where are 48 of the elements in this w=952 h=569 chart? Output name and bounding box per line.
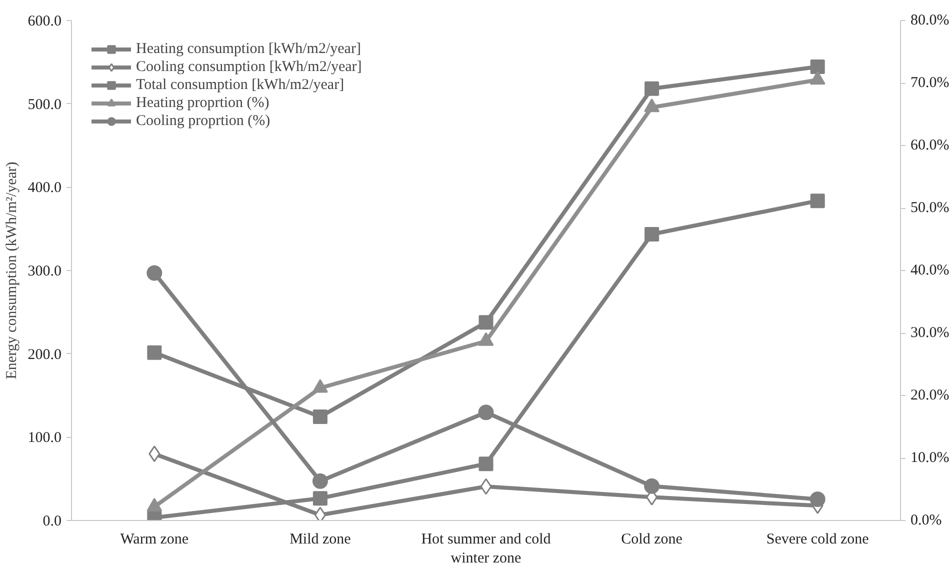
point bbox=[644, 81, 660, 96]
y2-tick-label: 30.0% bbox=[910, 325, 950, 341]
y-axis-title: Energy consumption (kWh/m²/year) bbox=[4, 162, 20, 380]
y-tick-label: 500.0 bbox=[28, 96, 62, 113]
y-tick-label: 100.0 bbox=[28, 430, 62, 446]
y-tick-label: 0.0 bbox=[42, 514, 62, 530]
point bbox=[148, 446, 160, 462]
y2-tick-label: 20.0% bbox=[910, 388, 950, 404]
x-tick-label: Warm zone bbox=[120, 532, 189, 548]
y2-tick-label: 80.0% bbox=[910, 12, 950, 28]
point bbox=[478, 315, 494, 330]
point bbox=[314, 506, 326, 520]
point bbox=[644, 478, 660, 494]
point bbox=[810, 71, 826, 85]
point bbox=[810, 60, 825, 74]
point bbox=[810, 492, 826, 507]
point bbox=[312, 379, 328, 393]
y2-tick-label: 10.0% bbox=[910, 450, 950, 466]
y-tick-label: 200.0 bbox=[28, 346, 62, 363]
y2-tick-label: 0.0% bbox=[910, 512, 942, 528]
x-tick-label: Hot summer and cold winter zone bbox=[421, 532, 552, 567]
point bbox=[147, 345, 162, 360]
point bbox=[478, 404, 494, 420]
y-tick-label: 400.0 bbox=[28, 180, 62, 196]
x-tick-label: Severe cold zone bbox=[766, 532, 870, 548]
point bbox=[480, 478, 492, 495]
x-tick-label: Mild zone bbox=[290, 532, 352, 548]
y-tick-label: 600.0 bbox=[28, 14, 62, 30]
point bbox=[478, 456, 494, 472]
point bbox=[312, 473, 328, 489]
point bbox=[644, 227, 660, 242]
y2-tick-label: 70.0% bbox=[910, 75, 950, 91]
legend-label: Heating consumption [kWh/m2/year] bbox=[136, 40, 361, 58]
point bbox=[478, 332, 494, 346]
y-tick-label: 300.0 bbox=[28, 264, 62, 280]
point bbox=[312, 410, 328, 424]
legend-label: Total consumption [kWh/m2/year] bbox=[136, 76, 344, 94]
y2-tick-label: 60.0% bbox=[910, 138, 950, 154]
point bbox=[312, 491, 328, 506]
y2-tick-label: 50.0% bbox=[910, 200, 950, 216]
x-tick-label: Cold zone bbox=[621, 532, 683, 548]
legend-label: Cooling consumption [kWh/m2/year] bbox=[136, 58, 362, 76]
point bbox=[644, 98, 660, 112]
y2-tick-label: 40.0% bbox=[910, 262, 950, 278]
legend-label: Cooling proprtion (%) bbox=[136, 112, 270, 130]
point bbox=[810, 194, 825, 208]
point bbox=[146, 265, 162, 281]
legend-label: Heating proprtion (%) bbox=[136, 94, 270, 112]
